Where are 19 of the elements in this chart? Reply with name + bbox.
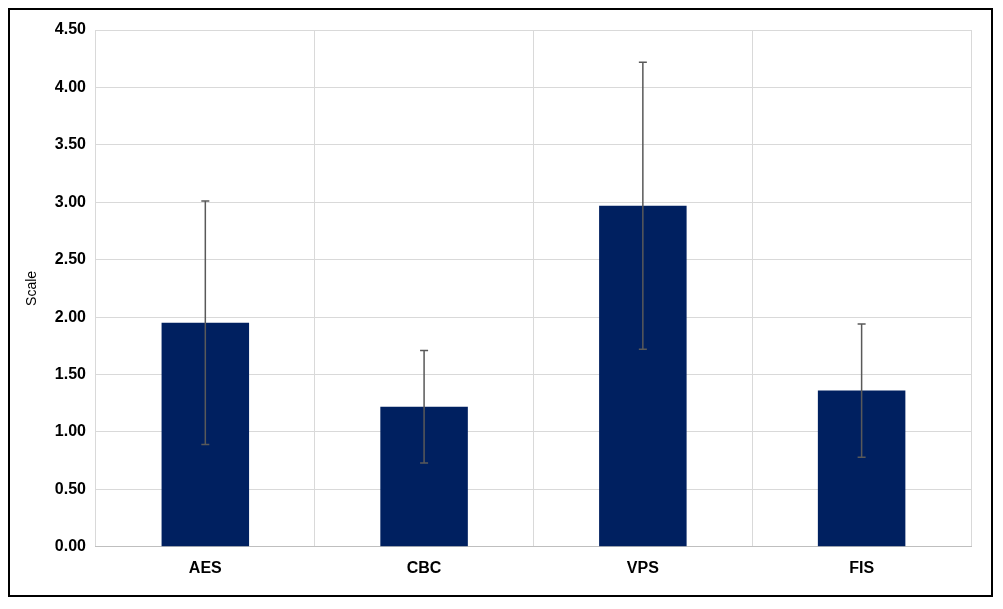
- y-tick-label: 3.50: [54, 135, 87, 153]
- y-tick-label: 3.00: [54, 192, 87, 210]
- y-tick-label: 4.00: [54, 77, 87, 95]
- y-tick-label: 0.00: [54, 537, 87, 555]
- y-tick-label: 2.50: [54, 250, 87, 268]
- x-tick-label: FIS: [849, 558, 875, 576]
- bar: [599, 205, 687, 547]
- bar: [817, 390, 906, 547]
- bar: [161, 322, 250, 547]
- y-tick-label: 1.50: [54, 364, 87, 382]
- y-tick-label: 0.50: [54, 479, 87, 497]
- x-tick-label: VPS: [626, 558, 660, 576]
- bar: [380, 406, 468, 547]
- x-tick-label: CBC: [406, 558, 442, 576]
- y-tick-label: 1.00: [54, 422, 87, 440]
- y-tick-label: 2.00: [54, 307, 87, 325]
- y-axis-title: Scale: [23, 270, 40, 306]
- y-tick-label: 4.50: [54, 20, 87, 38]
- x-tick-label: AES: [188, 558, 223, 576]
